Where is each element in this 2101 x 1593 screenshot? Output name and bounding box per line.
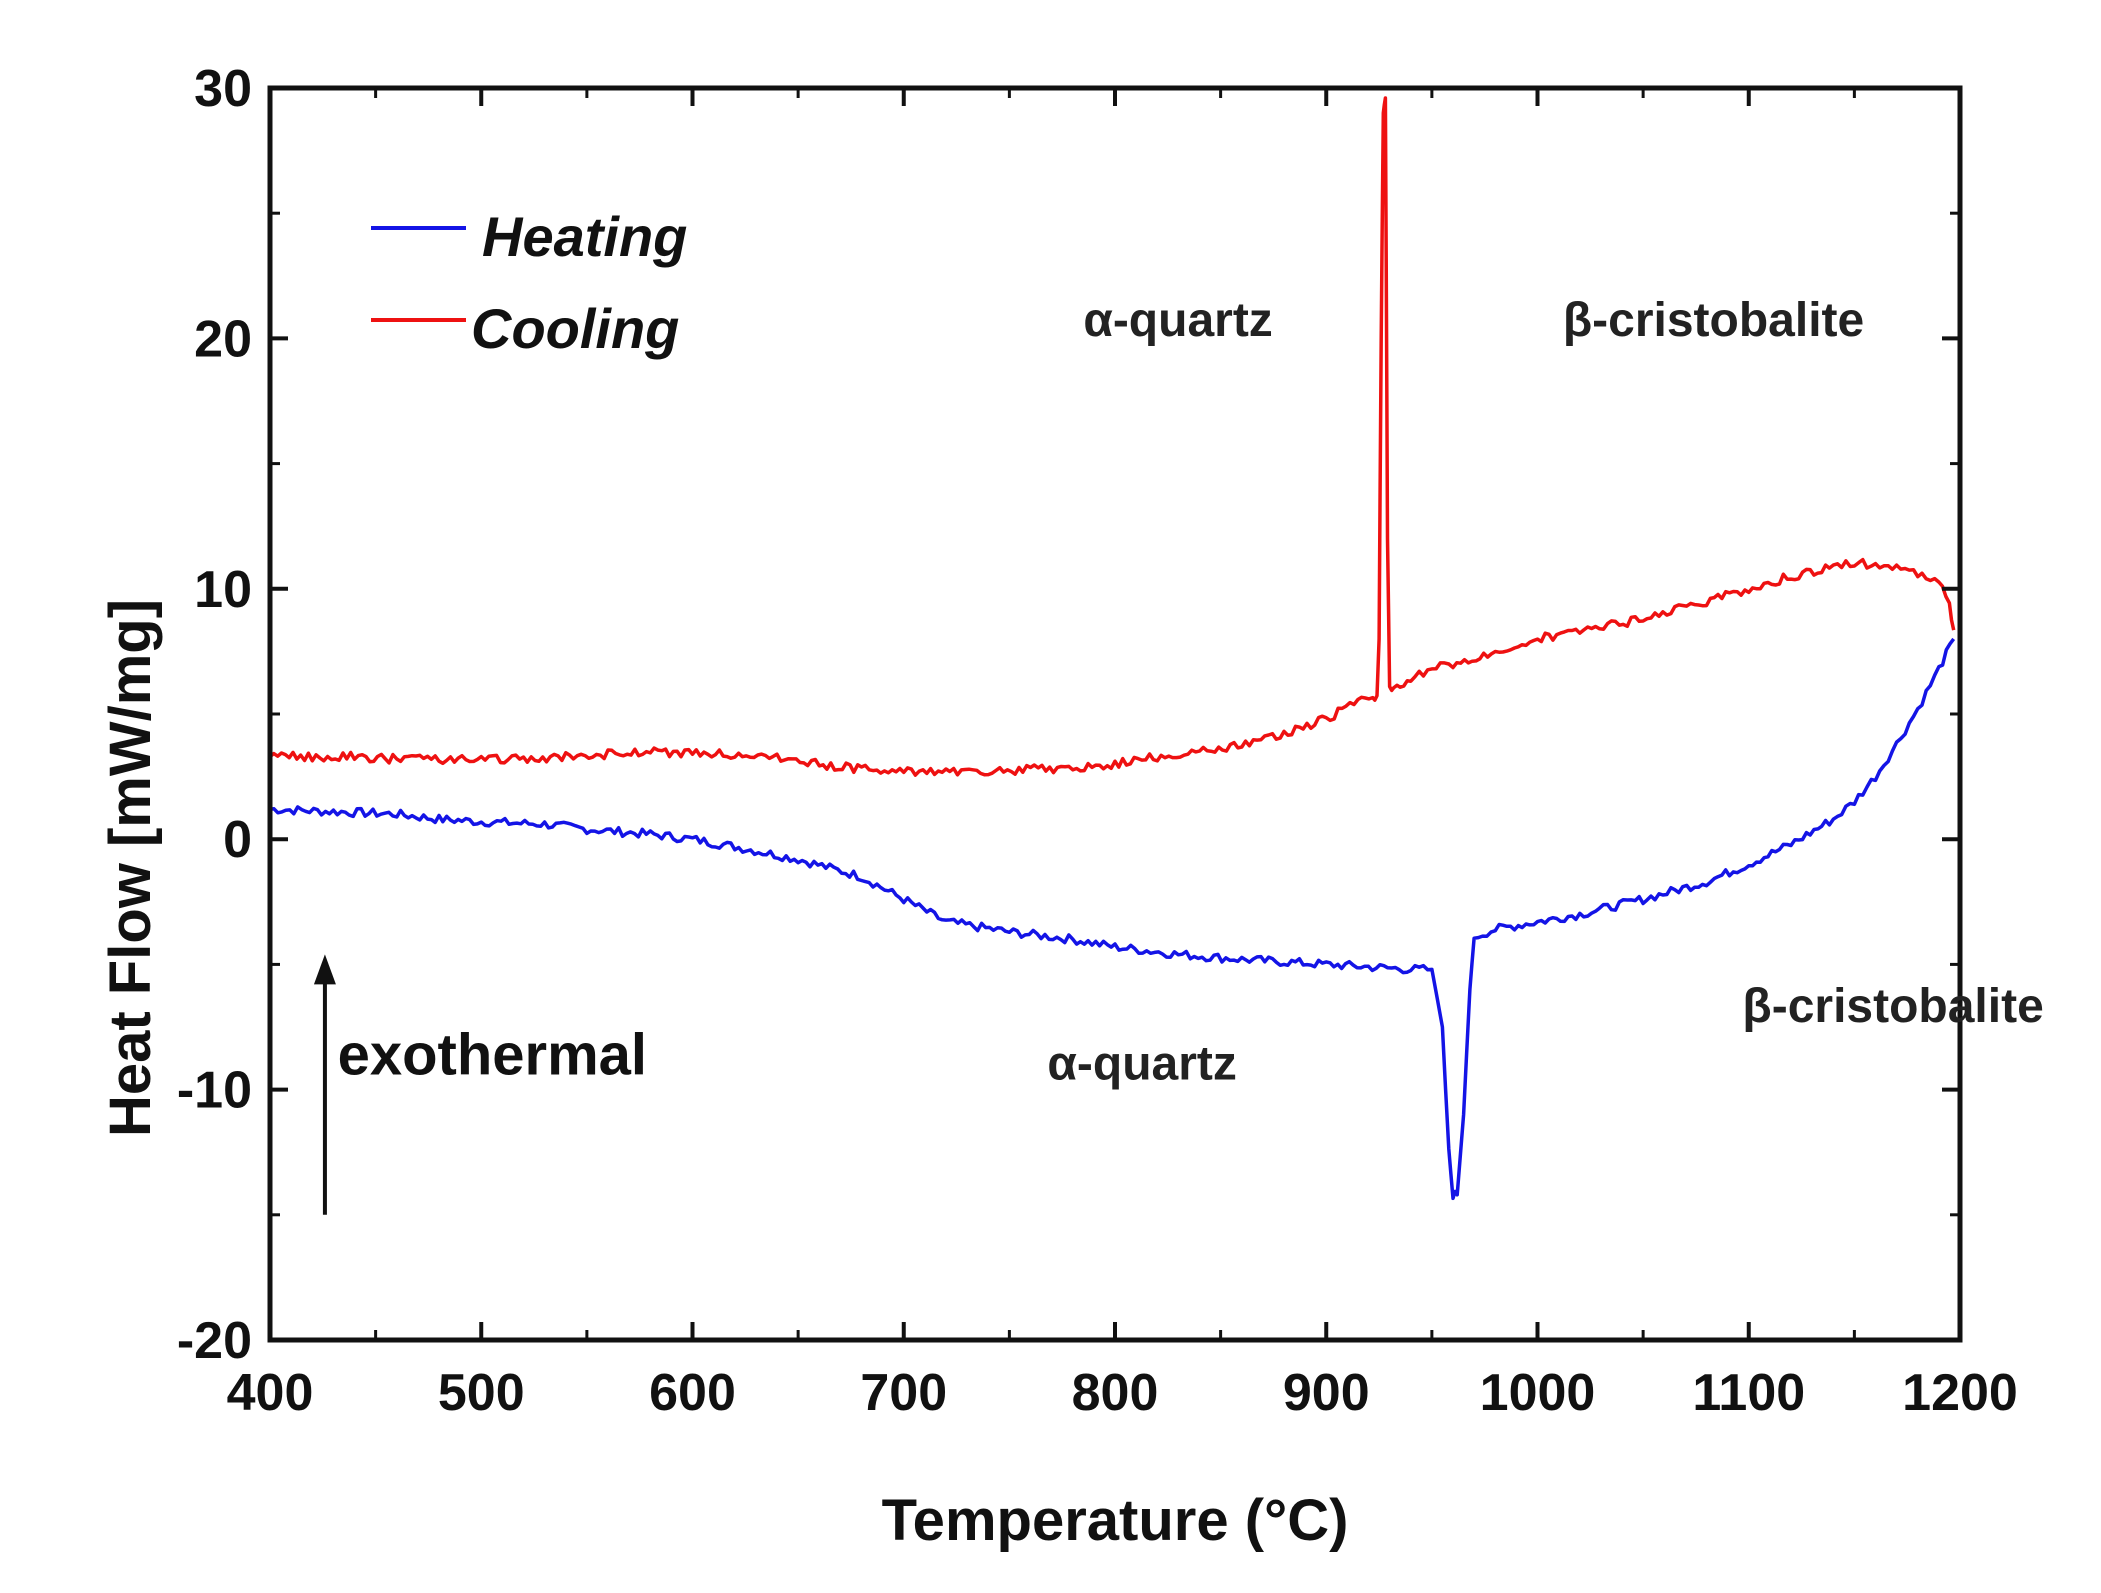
series-line-cooling [268,96,1956,777]
tick-labels: 400 500 600 700 800 900 1000 1100 1200 -20 -10 0 10 2… [177,60,2018,1422]
y-tick-label: -20 [177,1312,252,1370]
legend-label-heating: Heating [482,205,687,268]
x-tick-label: 1100 [1692,1364,1805,1422]
axis-ticks [268,86,1962,1342]
x-tick-label: 600 [649,1364,736,1422]
x-axis-title: Temperature (°C) [882,1488,1349,1553]
x-tick-label: 400 [227,1364,314,1422]
x-tick-label: 1200 [1902,1364,2018,1422]
exothermal-arrow-head [313,954,336,985]
legend: Heating Cooling [371,205,687,360]
annotation-exothermal: exothermal [338,1023,647,1088]
x-tick-label: 900 [1283,1364,1370,1422]
series-lines [268,96,1956,1201]
annotation-cooling-alpha: α-quartz [1083,294,1273,347]
y-tick-label: 0 [223,811,252,869]
y-tick-label: 10 [194,561,252,619]
x-tick-label: 700 [860,1364,947,1422]
x-tick-label: 500 [438,1364,525,1422]
y-tick-label: 20 [194,310,252,368]
annotation-heating-alpha: α-quartz [1047,1038,1237,1091]
y-tick-label: -10 [177,1062,252,1120]
series-line-heating [269,637,1956,1201]
y-tick-label: 30 [194,60,252,118]
annotation-heating-beta: β-cristobalite [1742,980,2043,1033]
legend-label-cooling: Cooling [471,297,679,360]
annotation-cooling-beta: β-cristobalite [1563,294,1864,347]
plot-frame [267,85,1963,1343]
y-axis-title: Heat Flow [mW/mg] [98,599,163,1137]
annotations: α-quartz β-cristobalite α-quartz β-cristoba… [313,294,2044,1215]
x-tick-label: 800 [1072,1364,1159,1422]
x-tick-label: 1000 [1480,1364,1596,1422]
